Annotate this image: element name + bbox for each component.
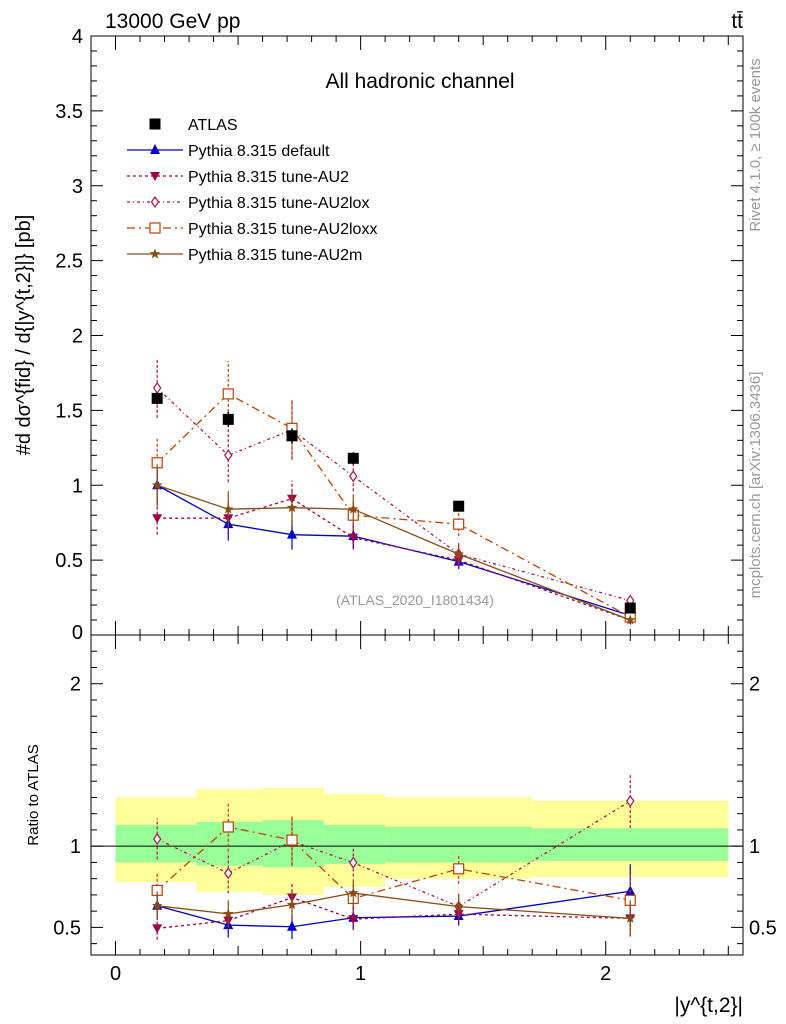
series-point xyxy=(223,503,234,514)
ratio-point xyxy=(152,832,162,846)
main-y-tick-label: 2.5 xyxy=(55,251,83,273)
y-axis-title-text: #d dσ^{fid} / d{|y^{t,2}|} [pb] xyxy=(13,215,35,456)
ratio-point xyxy=(348,915,359,925)
ratio-y-tick-label: 2 xyxy=(70,674,81,696)
ratio-point xyxy=(625,912,636,923)
data-point xyxy=(347,452,359,464)
series-point xyxy=(286,502,298,513)
uncertainty-band-green xyxy=(115,825,197,863)
analysis-tag: (ATLAS_2020_I1801434) xyxy=(336,592,494,608)
series-point xyxy=(453,548,464,559)
process-label: tt̄ xyxy=(731,10,743,33)
ratio-y-tick-label: 0.5 xyxy=(53,917,81,939)
uncertainty-band-green xyxy=(532,828,729,861)
main-y-tick-label: 3 xyxy=(72,176,83,198)
ratio-y-tick-label-right: 0.5 xyxy=(749,917,777,939)
series-point xyxy=(151,479,163,490)
legend-label-1: Pythia 8.315 tune-AU2 xyxy=(188,169,349,186)
ratio-point xyxy=(152,924,163,934)
ratio-point xyxy=(348,887,359,898)
y-axis-title-main: #d dσ^{fid} / d{|y^{t,2}|} [pb] xyxy=(13,215,35,456)
legend-marker-2 xyxy=(150,195,160,209)
ratio-y-tick-label-right: 1 xyxy=(749,836,760,858)
series-point xyxy=(152,381,162,394)
series-point xyxy=(222,388,234,400)
ratio-y-tick-label-right: 2 xyxy=(749,674,760,696)
ratio-point xyxy=(286,920,297,931)
ratio-point xyxy=(453,901,464,912)
legend-marker-0 xyxy=(150,144,160,154)
main-y-tick-label: 3.5 xyxy=(55,101,83,123)
main-y-tick-label: 0.5 xyxy=(55,550,83,572)
series-point xyxy=(348,533,359,543)
ratio-panel: 0.5 0.5 1 1 2 2 0 1 2 xyxy=(53,634,777,985)
ratio-point xyxy=(151,900,163,911)
data-point xyxy=(222,413,234,425)
ratio-point xyxy=(349,856,358,869)
x-tick-label: 2 xyxy=(600,963,611,985)
legend-label-0: Pythia 8.315 default xyxy=(188,143,330,160)
main-y-tick-label-zero: 0 xyxy=(72,622,83,644)
legend-label-data: ATLAS xyxy=(188,117,238,134)
legend-label-3: Pythia 8.315 tune-AU2loxx xyxy=(188,221,377,238)
series-point xyxy=(224,449,233,462)
legend-marker-data xyxy=(149,118,161,130)
legend-label-4: Pythia 8.315 tune-AU2m xyxy=(188,247,362,264)
uncertainty-band-green xyxy=(323,825,386,865)
mcplots-label: mcplots.cern.ch [arXiv:1306.3436] xyxy=(747,372,764,599)
ratio-y-tick-label: 1 xyxy=(70,836,81,858)
series-line-4 xyxy=(156,484,631,621)
ratio-point xyxy=(626,794,635,808)
legend-marker-3 xyxy=(149,222,161,234)
series-line-1 xyxy=(157,498,631,621)
legend-label-2: Pythia 8.315 tune-AU2lox xyxy=(188,195,369,212)
x-axis-title: |y^{t,2}| xyxy=(674,994,743,1017)
main-panel: 0.5 1 1.5 2 2.5 3 3.5 4 0 All hadronic channel (AT… xyxy=(55,26,744,644)
data-point xyxy=(453,500,465,512)
ratio-point xyxy=(286,834,298,846)
series-line-3 xyxy=(156,393,631,618)
chart-title: All hadronic channel xyxy=(325,70,514,93)
x-tick-label: 1 xyxy=(355,963,366,985)
legend-marker-1 xyxy=(150,172,160,181)
legend-marker-4 xyxy=(149,248,161,259)
ratio-line-1 xyxy=(157,896,631,930)
ratio-point xyxy=(286,899,298,910)
series-point xyxy=(349,470,358,483)
energy-label: 13000 GeV pp xyxy=(105,10,240,33)
ratio-point xyxy=(223,908,234,919)
ratio-line-3 xyxy=(156,826,631,901)
series-point xyxy=(348,503,359,514)
ratio-point xyxy=(453,863,465,875)
ratio-line-2 xyxy=(156,800,631,908)
ratio-frame xyxy=(90,634,744,956)
ratio-line-4 xyxy=(157,892,631,920)
series-point xyxy=(152,514,163,524)
main-y-tick-label: 1.5 xyxy=(55,400,83,422)
data-point xyxy=(286,430,298,442)
rivet-version-label: Rivet 4.1.0, ≥ 100k events xyxy=(747,58,764,231)
main-y-tick-label: 1 xyxy=(72,475,83,497)
ratio-point xyxy=(224,867,233,880)
data-point xyxy=(624,602,636,614)
main-y-tick-label: 4 xyxy=(72,26,83,48)
ratio-line-0 xyxy=(157,890,631,928)
series-point xyxy=(453,518,465,530)
ratio-point xyxy=(222,821,234,833)
x-tick-label: 0 xyxy=(110,963,121,985)
y-axis-title-ratio: Ratio to ATLAS xyxy=(25,744,42,845)
series-point xyxy=(625,614,636,625)
main-y-tick-label: 2 xyxy=(72,326,83,348)
series-line-2 xyxy=(156,387,631,602)
data-point xyxy=(151,392,163,404)
legend: ATLAS Pythia 8.315 default Pythia 8.315 tu… xyxy=(127,117,377,264)
series-point xyxy=(286,528,297,539)
